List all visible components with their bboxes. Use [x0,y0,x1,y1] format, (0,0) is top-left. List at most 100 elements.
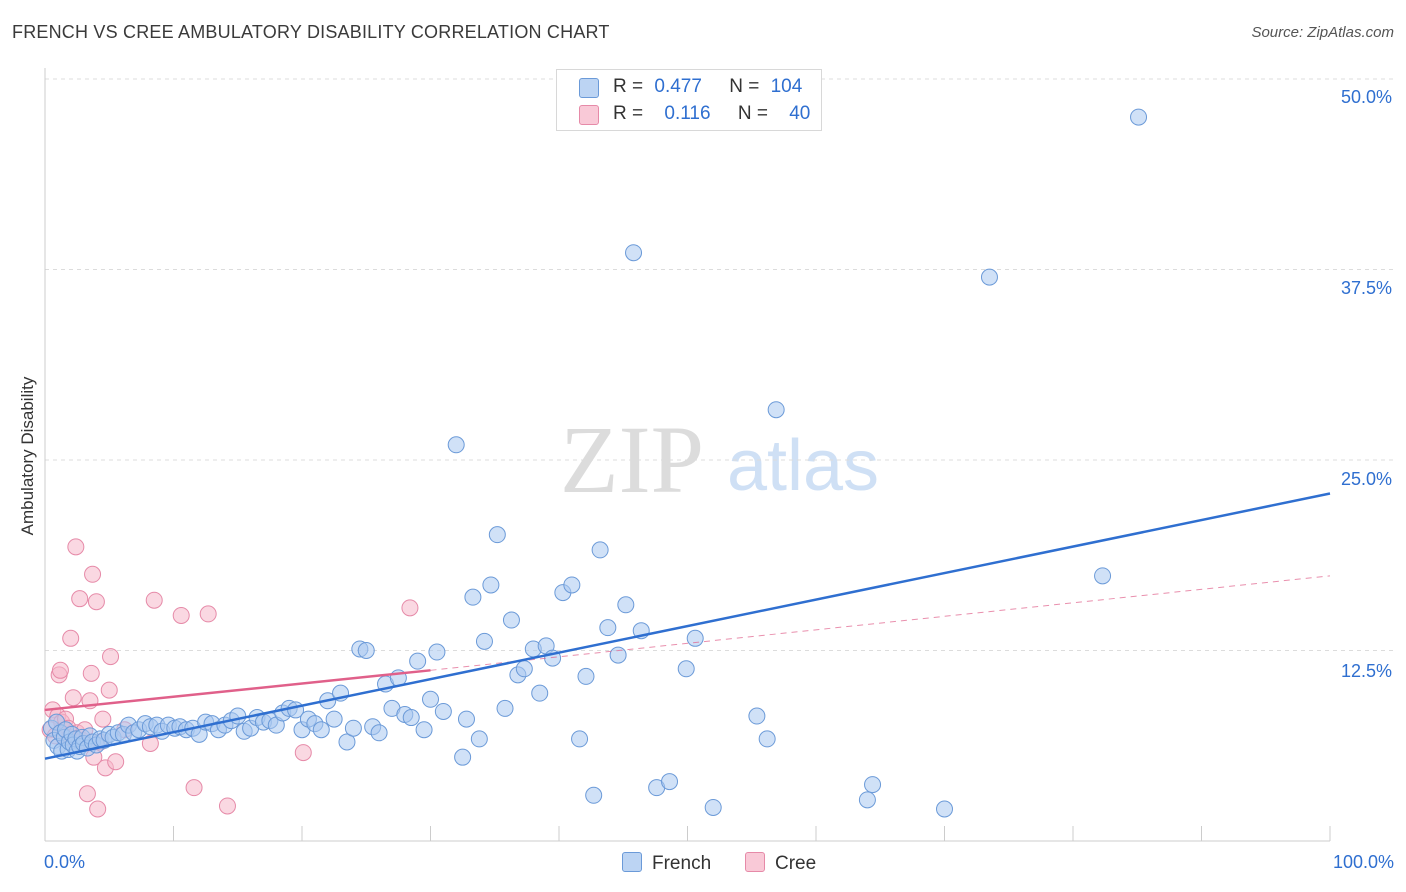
french-point [475,632,493,650]
french-r-label: R = [613,76,644,97]
french-point [758,730,776,748]
watermark-atlas: atlas [727,426,879,506]
french-point [591,541,609,559]
trend-lines [44,492,1331,760]
french-point [428,643,446,661]
bottom-french-swatch [622,852,642,872]
bottom-french-label: French [652,853,712,874]
french-point [338,733,356,751]
cree-point [100,681,118,699]
french-point [661,773,679,791]
cree-trend-line [44,669,431,712]
y-tick-50: 50.0% [1340,87,1392,107]
french-point [496,699,514,717]
french-point [454,748,472,766]
cree-n-value: 40 [789,103,811,124]
french-point [409,652,427,670]
cree-swatch [579,105,599,125]
cree-point [89,800,107,818]
french-point [457,710,475,728]
cree-point [94,710,112,728]
cree-n-label: N = [737,103,768,124]
cree-point [82,664,100,682]
cree-point [107,753,125,771]
cree-r-value: 0.116 [664,103,711,124]
french-point [858,791,876,809]
cree-point [102,648,120,666]
french-point [677,660,695,678]
french-point [585,786,603,804]
cree-point [199,605,217,623]
x-tick-max: 100.0% [1332,852,1394,872]
french-point [502,611,520,629]
y-tick-12-5: 12.5% [1340,661,1392,681]
french-point [325,710,343,728]
french-point [571,730,589,748]
french-point [609,646,627,664]
french-point [464,588,482,606]
french-point [1130,108,1148,126]
french-point [599,619,617,637]
french-point [488,526,506,544]
chart-title: FRENCH VS CREE AMBULATORY DISABILITY COR… [12,22,610,42]
cree-point [78,785,96,803]
cree-point [67,538,85,556]
french-point [531,684,549,702]
french-point [482,576,500,594]
cree-point [64,689,82,707]
french-point [563,576,581,594]
cree-point [145,591,163,609]
french-point [748,707,766,725]
correlation-legend: R = 0.477 N = 104 R = 0.116 N = 40 [556,69,822,131]
french-point [312,721,330,739]
bottom-legend-cree: Cree [745,852,816,875]
bottom-cree-swatch [745,852,765,872]
french-point [686,629,704,647]
grid-lines [45,78,1395,651]
cree-trend-extension [430,575,1331,671]
french-point [617,596,635,614]
french-point [229,707,247,725]
cree-point [294,744,312,762]
french-n-value: 104 [770,76,803,97]
french-point [767,401,785,419]
french-point [980,268,998,286]
french-point [415,721,433,739]
french-swatch [579,78,599,98]
french-point [864,776,882,794]
french-point [577,667,595,685]
source-label: Source: ZipAtlas.com [1251,24,1394,41]
x-tick-min: 0.0% [44,852,86,872]
french-point [370,724,388,742]
french-point [422,690,439,708]
cree-point [87,593,105,611]
french-point [447,436,465,454]
y-tick-25: 25.0% [1340,469,1392,489]
cree-point [172,606,190,624]
cree-point [185,779,203,797]
french-n-label: N = [729,76,760,97]
french-point [402,709,420,727]
french-point [625,244,643,262]
french-point [357,642,375,659]
french-point [936,800,953,818]
cree-point [218,797,236,815]
cree-point [51,661,69,679]
cree-point [71,590,89,608]
french-point [704,798,722,816]
french-point [1094,567,1112,585]
french-point [470,730,488,748]
french-point [515,660,533,678]
cree-point [141,734,159,752]
cree-point [62,629,80,647]
french-point [434,702,452,720]
french-trend-line [44,492,1331,760]
y-tick-37-5: 37.5% [1340,278,1392,298]
cree-point [401,599,419,617]
bottom-cree-label: Cree [775,853,817,874]
bottom-legend-french: French [622,852,711,875]
french-point [344,719,362,737]
french-r-value: 0.477 [654,76,702,97]
cree-r-label: R = [613,103,644,124]
